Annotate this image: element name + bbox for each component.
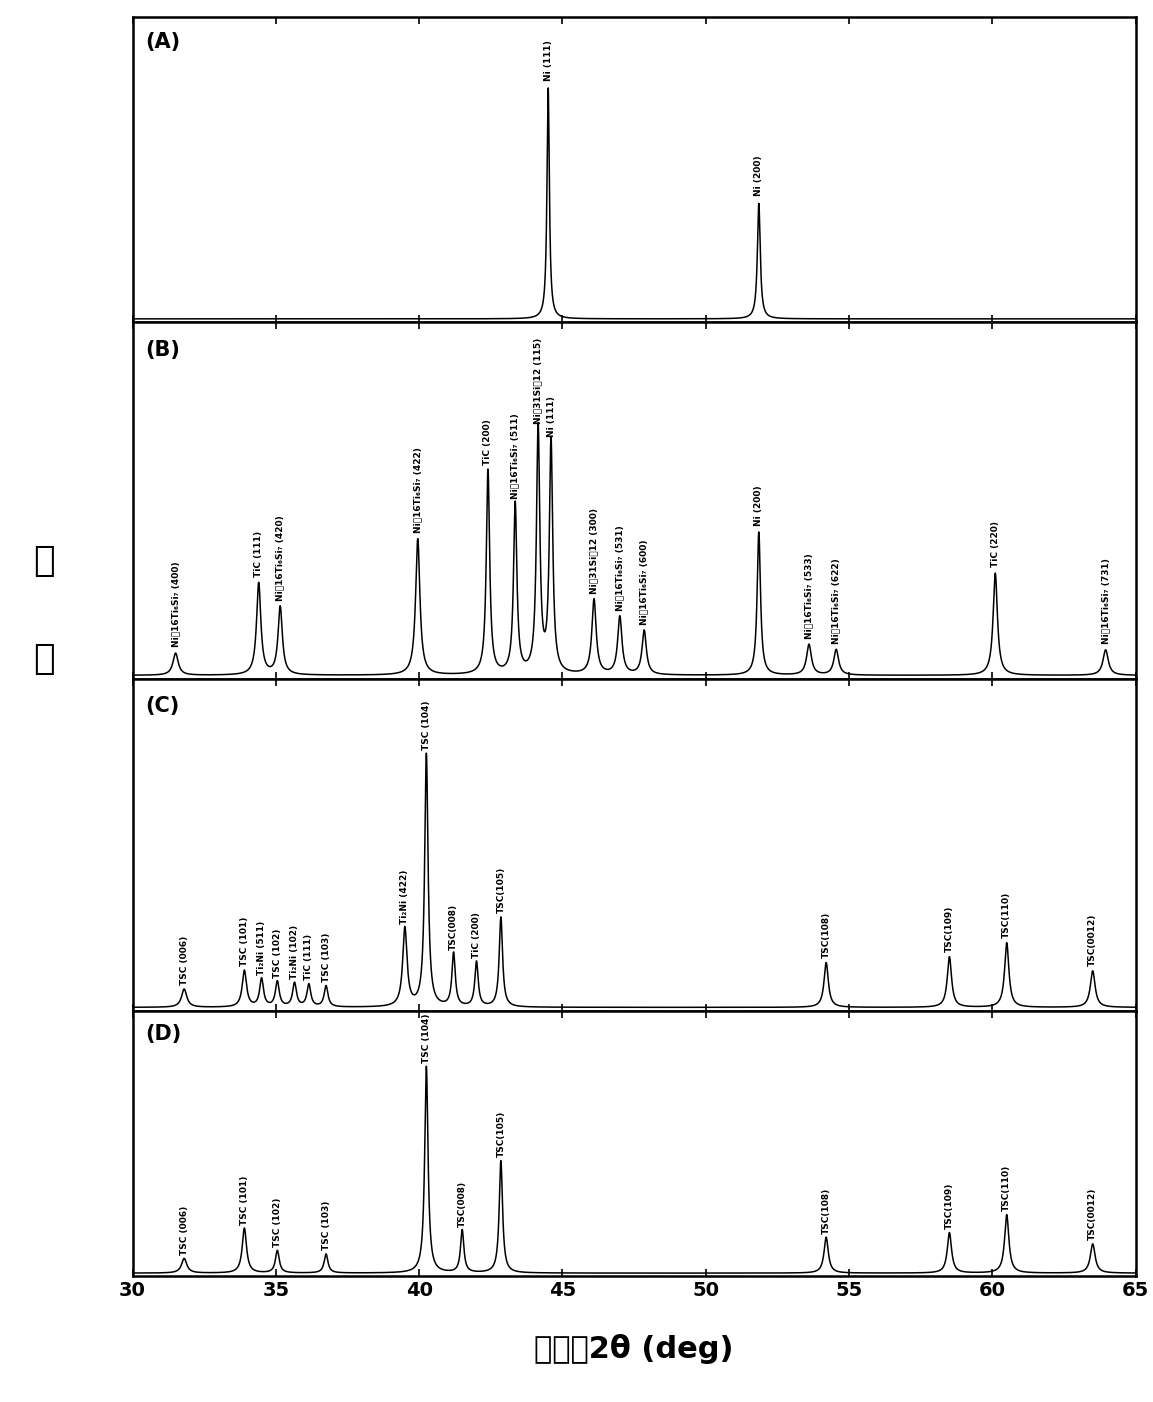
Text: TSC (006): TSC (006)	[180, 935, 189, 984]
Text: Ti₂Ni (102): Ti₂Ni (102)	[291, 925, 299, 979]
Text: Ni (111): Ni (111)	[544, 41, 552, 81]
Text: Ni (111): Ni (111)	[547, 397, 556, 437]
Text: TSC(105): TSC(105)	[497, 1110, 505, 1157]
Text: 衍射角2θ (deg): 衍射角2θ (deg)	[534, 1333, 734, 1364]
Text: Ni16Ti₆Si₇ (400): Ni16Ti₆Si₇ (400)	[171, 561, 180, 648]
Text: Ni31Si12 (300): Ni31Si12 (300)	[589, 509, 598, 594]
Text: (A): (A)	[145, 32, 181, 52]
Text: TSC (104): TSC (104)	[422, 701, 431, 750]
Text: TiC (200): TiC (200)	[472, 913, 481, 958]
Text: TSC(110): TSC(110)	[1002, 892, 1011, 938]
Text: (C): (C)	[145, 695, 180, 716]
Text: TSC(109): TSC(109)	[945, 1183, 954, 1230]
Text: Ni16Ti₆Si₇ (622): Ni16Ti₆Si₇ (622)	[831, 558, 841, 644]
Text: TiC (200): TiC (200)	[483, 419, 492, 464]
Text: TSC (103): TSC (103)	[322, 932, 331, 981]
Text: TSC (102): TSC (102)	[273, 928, 281, 977]
Text: TSC(105): TSC(105)	[497, 866, 505, 913]
Text: 度: 度	[33, 642, 54, 676]
Text: TSC (104): TSC (104)	[422, 1014, 431, 1063]
Text: Ni16Ti₆Si₇ (422): Ni16Ti₆Si₇ (422)	[413, 447, 422, 533]
Text: (B): (B)	[145, 339, 181, 359]
Text: (D): (D)	[145, 1023, 182, 1044]
Text: TiC (111): TiC (111)	[304, 934, 314, 980]
Text: TSC(108): TSC(108)	[822, 911, 830, 958]
Text: TSC(008): TSC(008)	[458, 1180, 467, 1227]
Text: TSC(108): TSC(108)	[822, 1187, 830, 1234]
Text: Ni16Ti₆Si₇ (531): Ni16Ti₆Si₇ (531)	[616, 526, 624, 611]
Text: Ni16Ti₆Si₇ (420): Ni16Ti₆Si₇ (420)	[276, 516, 285, 601]
Text: Ni (200): Ni (200)	[754, 156, 763, 196]
Text: TSC (101): TSC (101)	[240, 1175, 249, 1224]
Text: TSC(0012): TSC(0012)	[1088, 1187, 1098, 1241]
Text: TSC(110): TSC(110)	[1002, 1165, 1011, 1211]
Text: Ti₂Ni (511): Ti₂Ni (511)	[257, 921, 266, 974]
Text: TiC (111): TiC (111)	[254, 531, 263, 578]
Text: 强: 强	[33, 544, 54, 578]
Text: Ni16Ti₆Si₇ (600): Ni16Ti₆Si₇ (600)	[640, 540, 649, 625]
Text: TSC(0012): TSC(0012)	[1088, 914, 1098, 966]
Text: TSC (101): TSC (101)	[240, 917, 249, 966]
Text: TSC(109): TSC(109)	[945, 906, 954, 952]
Text: TiC (220): TiC (220)	[990, 522, 1000, 566]
Text: Ni (200): Ni (200)	[754, 485, 763, 526]
Text: Ni16Ti₆Si₇ (731): Ni16Ti₆Si₇ (731)	[1101, 558, 1110, 644]
Text: Ni31Si12 (115): Ni31Si12 (115)	[534, 338, 543, 423]
Text: TSC (006): TSC (006)	[180, 1206, 189, 1255]
Text: TSC (102): TSC (102)	[273, 1197, 281, 1246]
Text: TSC (103): TSC (103)	[322, 1202, 331, 1251]
Text: Ni16Ti₆Si₇ (511): Ni16Ti₆Si₇ (511)	[511, 414, 520, 499]
Text: Ti₂Ni (422): Ti₂Ni (422)	[400, 869, 409, 924]
Text: TSC(008): TSC(008)	[449, 903, 458, 949]
Text: Ni16Ti₆Si₇ (533): Ni16Ti₆Si₇ (533)	[805, 552, 814, 638]
